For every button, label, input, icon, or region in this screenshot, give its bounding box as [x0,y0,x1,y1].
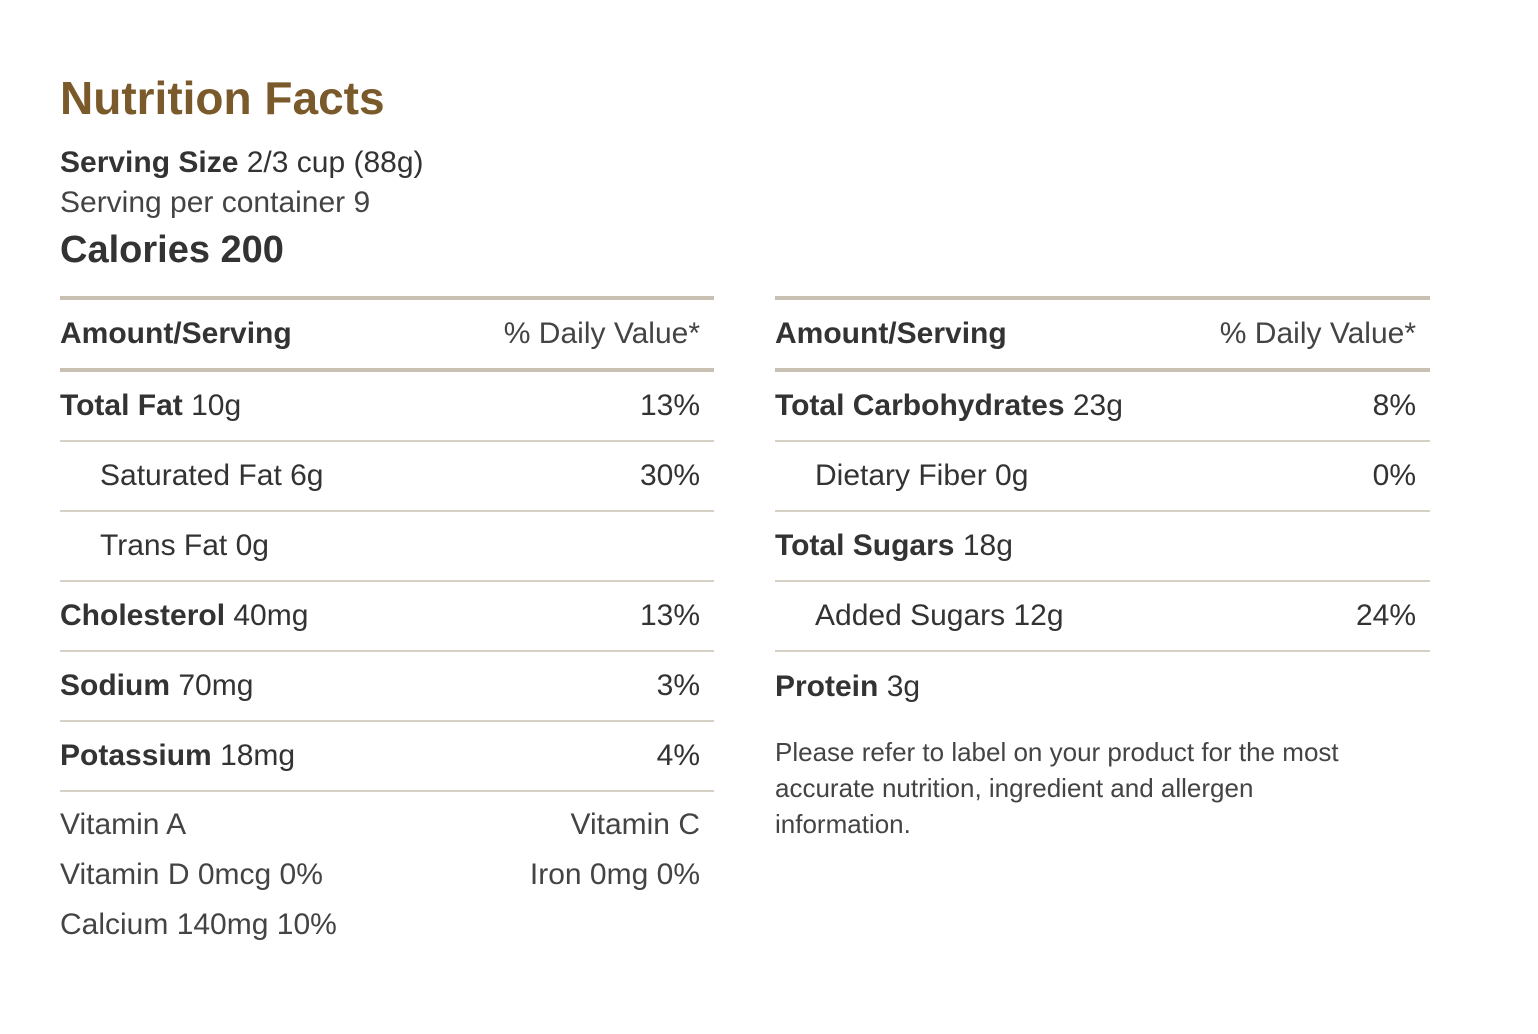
nutrient-label: Protein [775,670,879,703]
vitamin-a: Vitamin A [60,808,187,841]
nutrient-percent: 3% [656,669,700,702]
nutrient-percent: 4% [656,739,700,772]
nutrient-label: Sodium [60,669,170,702]
right-nutrient-table: Amount/Serving % Daily Value* Total Carb… [775,296,1430,842]
nutrient-row-total-sugars: Total Sugars 18g [775,512,1430,582]
calcium: Calcium 140mg 10% [60,908,337,941]
vitamin-c: Vitamin C [570,808,701,841]
nutrient-amount: 18mg [220,739,296,772]
nutrient-percent: 24% [1355,599,1416,632]
nutrient-row-sodium: Sodium 70mg 3% [60,652,714,722]
iron: Iron 0mg 0% [529,858,700,891]
nutrient-amount: 23g [1072,389,1123,422]
nutrient-percent: 13% [639,389,700,422]
nutrient-percent: 30% [639,459,700,492]
vitamin-line: Vitamin D 0mcg 0% Iron 0mg 0% [60,850,700,900]
calories: Calories 200 [60,229,284,271]
daily-value-heading: % Daily Value* [503,317,700,350]
nutrient-row-total-fat: Total Fat 10g 13% [60,372,714,442]
disclaimer-note: Please refer to label on your product fo… [775,737,1339,839]
nutrient-label: Saturated Fat 6g [100,459,324,492]
nutrient-percent: 0% [1372,459,1416,492]
nutrient-label: Dietary Fiber 0g [815,459,1029,492]
nutrient-amount: 40mg [233,599,309,632]
nutrient-label: Added Sugars 12g [815,599,1064,632]
nutrient-row-protein: Protein 3g [775,652,1430,722]
top-rule [60,296,714,300]
nutrition-facts-title: Nutrition Facts [60,72,385,124]
nutrient-percent: 13% [639,599,700,632]
nutrient-amount: 10g [191,389,242,422]
top-rule [775,296,1430,300]
left-nutrient-table: Amount/Serving % Daily Value* Total Fat … [60,296,714,950]
serving-size-value: 2/3 cup (88g) [246,146,424,179]
vitamin-line: Calcium 140mg 10% [60,900,700,950]
nutrient-amount: 3g [886,670,921,703]
nutrient-label: Potassium [60,739,212,772]
daily-value-heading: % Daily Value* [1219,317,1416,350]
nutrient-label: Total Carbohydrates [775,389,1065,422]
nutrient-label: Trans Fat 0g [100,529,269,562]
nutrient-amount: 18g [962,529,1013,562]
nutrient-label: Total Sugars [775,529,955,562]
table-header: Amount/Serving % Daily Value* [60,300,714,372]
nutrient-row-total-carbohydrates: Total Carbohydrates 23g 8% [775,372,1430,442]
nutrient-row-saturated-fat: Saturated Fat 6g 30% [60,442,714,512]
nutrient-amount: 70mg [178,669,254,702]
table-header: Amount/Serving % Daily Value* [775,300,1430,372]
serving-size-label: Serving Size [60,146,239,179]
nutrient-percent: 8% [1372,389,1416,422]
servings-per-container: Serving per container 9 [60,186,371,219]
amount-serving-heading: Amount/Serving [60,317,292,350]
vitamins-section: Vitamin A Vitamin C Vitamin D 0mcg 0% Ir… [60,792,714,950]
nutrient-label: Total Fat [60,389,183,422]
vitamin-line: Vitamin A Vitamin C [60,800,700,850]
nutrient-label: Cholesterol [60,599,226,632]
nutrient-row-cholesterol: Cholesterol 40mg 13% [60,582,714,652]
nutrient-row-potassium: Potassium 18mg 4% [60,722,714,792]
vitamin-d: Vitamin D 0mcg 0% [60,858,323,891]
serving-size: Serving Size 2/3 cup (88g) [60,143,424,183]
nutrient-row-added-sugars: Added Sugars 12g 24% [775,582,1430,652]
nutrient-row-trans-fat: Trans Fat 0g [60,512,714,582]
amount-serving-heading: Amount/Serving [775,317,1007,350]
nutrient-row-dietary-fiber: Dietary Fiber 0g 0% [775,442,1430,512]
